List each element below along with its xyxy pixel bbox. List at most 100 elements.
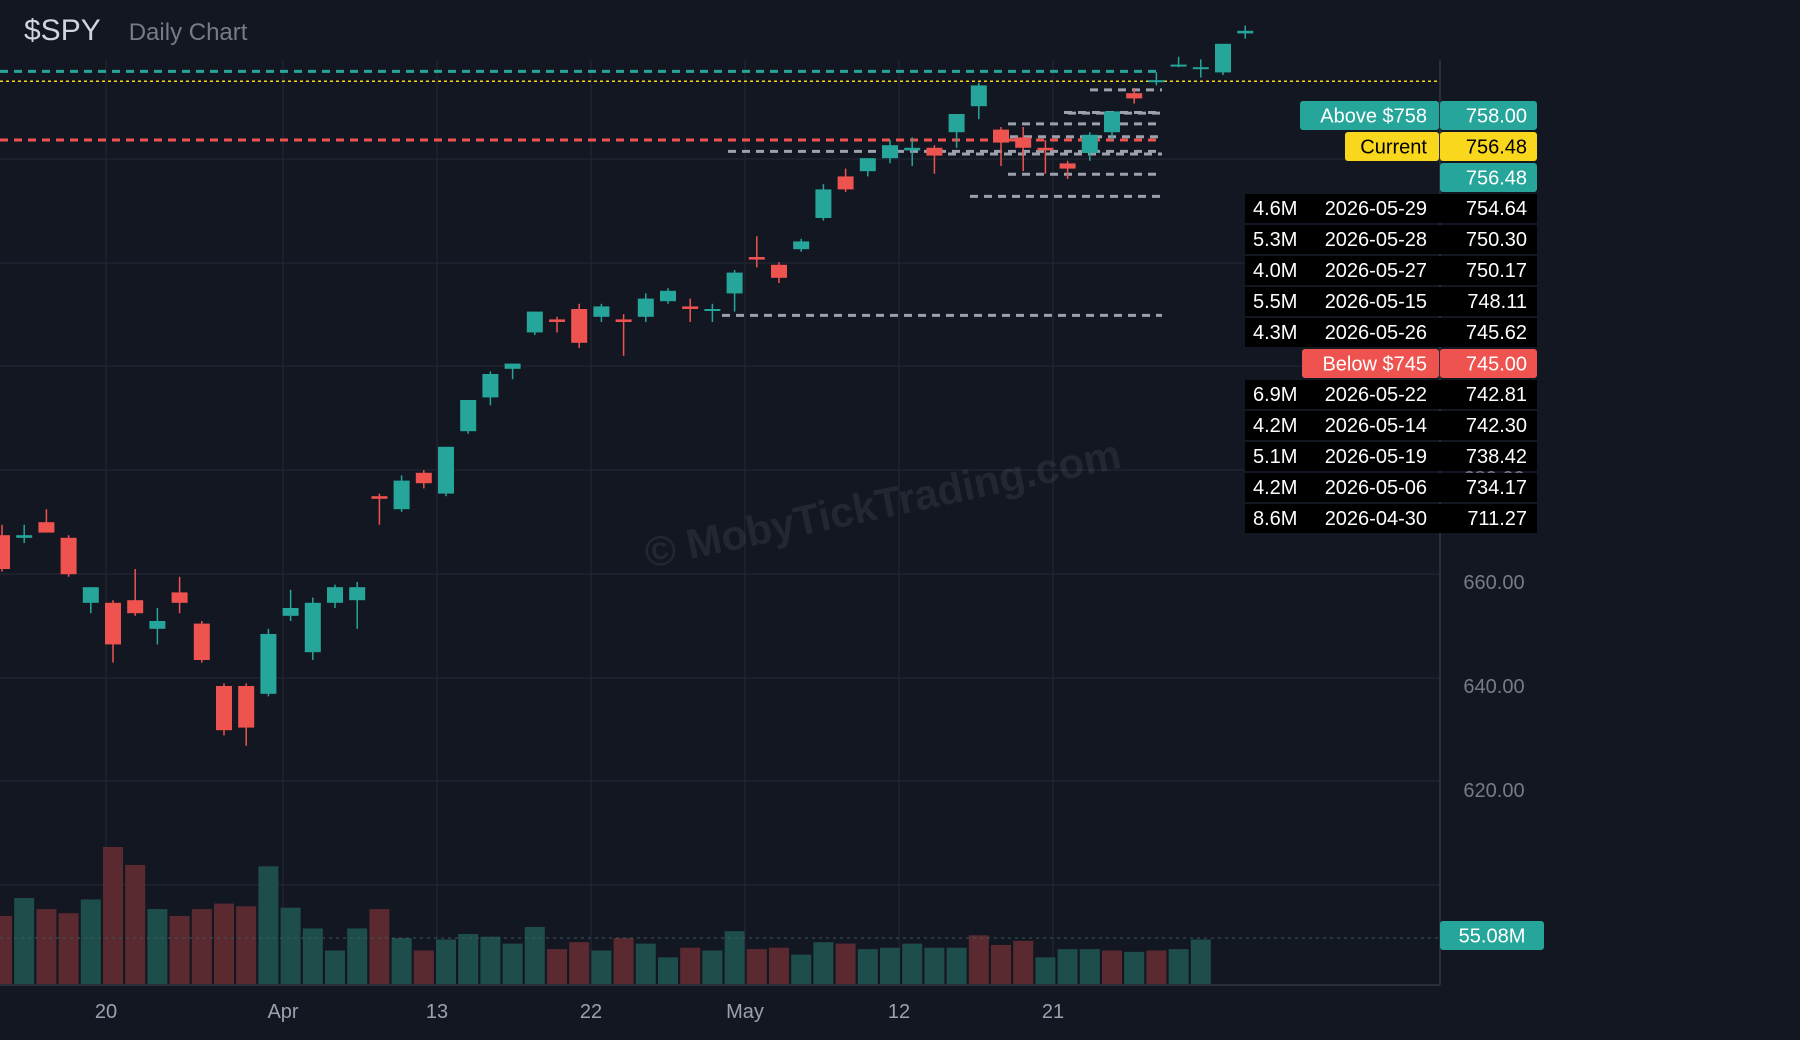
time-tick-label: 21 [1042,1001,1064,1023]
above-price-tag-box [1440,101,1537,130]
candle-body [526,311,543,333]
candle-body [127,600,144,614]
volume-node-row [1245,411,1537,440]
volume-bar [680,947,701,985]
candle-body [1015,137,1032,148]
volume-node-price: 754.64 [1466,198,1527,220]
candle-body [349,587,366,601]
volume-bar [924,947,945,985]
volume-node-volume: 4.6M [1253,198,1297,220]
candle-body [1059,163,1076,169]
volume-bar [724,931,745,985]
candle-body [327,587,343,603]
volume-bar [436,939,456,985]
candle-body [660,290,676,302]
volume-bar [80,899,101,985]
volume-bar [1146,950,1167,985]
volume-bar [0,916,12,985]
volume-node-row [1245,225,1537,254]
volume-bar [103,847,123,985]
candle-body [415,472,432,484]
volume-node-price: 745.62 [1466,322,1527,344]
chart-header: $SPY Daily Chart [24,14,247,48]
volume-node-date: 2026-05-06 [1325,477,1427,499]
volume-node-date: 2026-05-28 [1325,229,1427,251]
volume-node-row [1245,194,1537,223]
volume-bar [635,943,656,985]
candle-body [504,363,521,369]
volume-bar [902,943,923,985]
candle-body [615,319,632,322]
time-tick-label: 12 [888,1001,910,1023]
candle-body [0,535,10,569]
volume-bar [880,947,900,985]
volume-bar [147,909,168,985]
volume-bar [191,909,212,985]
candle-body [1037,147,1054,151]
volume-node-date: 2026-05-27 [1325,260,1427,282]
below-label-tag-text: Below $745 [1322,354,1427,376]
candle-body [837,176,854,190]
candle-body [438,446,454,494]
candle-body [393,480,410,510]
volume-bar [791,954,812,985]
volume-bar [857,949,878,985]
volume-node-volume: 4.0M [1253,260,1297,282]
time-tick-label: 13 [426,1001,448,1023]
volume-bar [369,909,390,985]
volume-bar [214,903,234,985]
volume-bar [991,944,1011,985]
volume-node-date: 2026-05-15 [1325,291,1427,313]
volume-node-volume: 6.9M [1253,384,1297,406]
time-tick-label: 22 [580,1001,602,1023]
candle-body [904,147,921,151]
volume-bar [36,909,57,985]
volume-bar [502,943,523,985]
candle-body [926,147,943,156]
above-label-tag-text: Above $758 [1320,106,1427,128]
current-price-tag-box [1440,132,1537,161]
candle-body [593,306,610,317]
grid [0,60,1440,985]
volume-node-volume: 5.3M [1253,229,1297,251]
price-tick-label: 620.00 [1463,780,1524,802]
candle-body [1215,43,1231,73]
candle-body [105,602,121,645]
candle-body [748,257,765,260]
volume-bar [835,943,856,985]
volume-bar [569,942,590,985]
volume-node-price: 750.30 [1466,229,1527,251]
volume-node-row [1245,318,1537,347]
volume-node-volume: 4.3M [1253,322,1297,344]
last-price-tag-box [1440,163,1537,192]
volume-node-price: 742.81 [1466,384,1527,406]
candle-body [149,621,166,629]
candle-body [171,592,188,603]
candle-body [460,400,477,432]
candle-body [637,298,654,317]
candle-body [859,158,876,172]
candle-body [1126,93,1143,99]
volume-bar [325,950,345,985]
volume-bar [1190,939,1211,985]
volume-node-row [1245,287,1537,316]
candle-body [793,241,810,250]
volume-pane [0,847,1440,985]
volume-bar [702,950,723,985]
volume-node-price: 734.17 [1466,477,1527,499]
volume-bar [14,898,35,985]
volume-bar [1102,950,1122,985]
candle-body [193,623,210,660]
above-label-tag-box [1300,101,1439,130]
candle-body [771,264,787,278]
candle-body [571,309,588,343]
candle-body [60,537,77,575]
volume-bar [391,938,412,985]
below-label-tag-box [1302,349,1439,378]
volume-node-date: 2026-05-14 [1325,415,1427,437]
ticker-symbol: $SPY [24,14,101,47]
volume-bar [746,949,767,985]
volume-bar [591,950,612,985]
volume-bar [613,938,634,985]
